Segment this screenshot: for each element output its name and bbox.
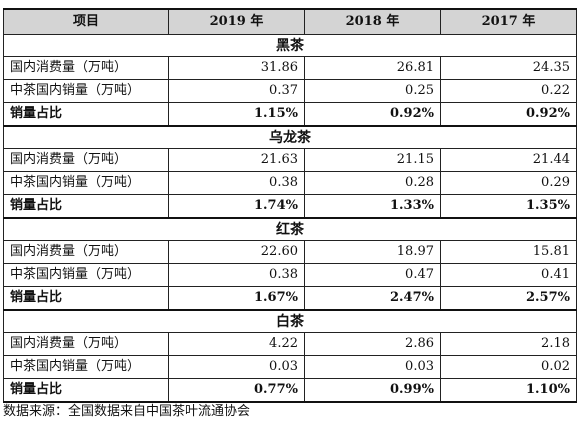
section-title: 白茶 (3, 309, 577, 333)
value-2019: 0.38 (168, 171, 305, 195)
value-2017: 1.35% (440, 194, 577, 219)
table-row: 中茶国内销量（万吨） 0.38 0.28 0.29 (3, 171, 577, 195)
value-2017: 0.41 (440, 263, 577, 287)
value-2019: 1.67% (168, 286, 305, 311)
header-item: 项目 (3, 8, 169, 35)
value-2018: 0.03 (304, 355, 441, 379)
value-2018: 0.92% (304, 102, 441, 127)
section-heading-row: 白茶 (3, 309, 577, 333)
value-2017: 24.35 (440, 56, 577, 80)
value-2019: 1.74% (168, 194, 305, 219)
value-2017: 0.92% (440, 102, 577, 127)
value-2018: 0.99% (304, 378, 441, 403)
value-2018: 0.25 (304, 79, 441, 103)
table-row: 国内消费量（万吨） 31.86 26.81 24.35 (3, 56, 577, 80)
row-label: 中茶国内销量（万吨） (3, 79, 169, 103)
table-row: 销量占比 1.15% 0.92% 0.92% (3, 102, 577, 127)
value-2017: 2.57% (440, 286, 577, 311)
row-label: 销量占比 (3, 378, 169, 403)
value-2019: 1.15% (168, 102, 305, 127)
table-header-row: 项目 2019 年 2018 年 2017 年 (3, 8, 577, 35)
value-2019: 22.60 (168, 240, 305, 264)
value-2017: 0.29 (440, 171, 577, 195)
row-label: 销量占比 (3, 194, 169, 219)
tea-sales-table: 项目 2019 年 2018 年 2017 年 黑茶 国内消费量（万吨） 31.… (3, 8, 577, 403)
table-row: 中茶国内销量（万吨） 0.37 0.25 0.22 (3, 79, 577, 103)
header-2017: 2017 年 (440, 8, 577, 35)
row-label: 国内消费量（万吨） (3, 148, 169, 172)
value-2018: 26.81 (304, 56, 441, 80)
table-row: 销量占比 1.67% 2.47% 2.57% (3, 286, 577, 311)
section-title: 乌龙茶 (3, 125, 577, 149)
value-2018: 0.28 (304, 171, 441, 195)
row-label: 销量占比 (3, 102, 169, 127)
table-row: 国内消费量（万吨） 21.63 21.15 21.44 (3, 148, 577, 172)
value-2018: 0.47 (304, 263, 441, 287)
row-label: 销量占比 (3, 286, 169, 311)
value-2019: 4.22 (168, 332, 305, 356)
row-label: 国内消费量（万吨） (3, 332, 169, 356)
table-row: 中茶国内销量（万吨） 0.38 0.47 0.41 (3, 263, 577, 287)
header-2018: 2018 年 (304, 8, 441, 35)
header-2019: 2019 年 (168, 8, 305, 35)
value-2018: 21.15 (304, 148, 441, 172)
value-2017: 15.81 (440, 240, 577, 264)
value-2018: 2.47% (304, 286, 441, 311)
value-2017: 2.18 (440, 332, 577, 356)
value-2019: 21.63 (168, 148, 305, 172)
table-row: 销量占比 0.77% 0.99% 1.10% (3, 378, 577, 403)
section-title: 红茶 (3, 217, 577, 241)
value-2018: 1.33% (304, 194, 441, 219)
value-2019: 31.86 (168, 56, 305, 80)
section-heading-row: 红茶 (3, 217, 577, 241)
section-heading-row: 黑茶 (3, 34, 577, 57)
row-label: 中茶国内销量（万吨） (3, 171, 169, 195)
row-label: 国内消费量（万吨） (3, 56, 169, 80)
section-title: 黑茶 (3, 34, 577, 57)
value-2017: 21.44 (440, 148, 577, 172)
table-row: 国内消费量（万吨） 4.22 2.86 2.18 (3, 332, 577, 356)
value-2019: 0.38 (168, 263, 305, 287)
table-row: 中茶国内销量（万吨） 0.03 0.03 0.02 (3, 355, 577, 379)
section-heading-row: 乌龙茶 (3, 125, 577, 149)
row-label: 中茶国内销量（万吨） (3, 355, 169, 379)
value-2018: 2.86 (304, 332, 441, 356)
table-row: 销量占比 1.74% 1.33% 1.35% (3, 194, 577, 219)
value-2019: 0.37 (168, 79, 305, 103)
value-2018: 18.97 (304, 240, 441, 264)
value-2017: 1.10% (440, 378, 577, 403)
source-note: 数据来源：全国数据来自中国茶叶流通协会 (3, 404, 251, 419)
value-2019: 0.03 (168, 355, 305, 379)
table-row: 国内消费量（万吨） 22.60 18.97 15.81 (3, 240, 577, 264)
value-2017: 0.22 (440, 79, 577, 103)
value-2019: 0.77% (168, 378, 305, 403)
value-2017: 0.02 (440, 355, 577, 379)
row-label: 国内消费量（万吨） (3, 240, 169, 264)
row-label: 中茶国内销量（万吨） (3, 263, 169, 287)
